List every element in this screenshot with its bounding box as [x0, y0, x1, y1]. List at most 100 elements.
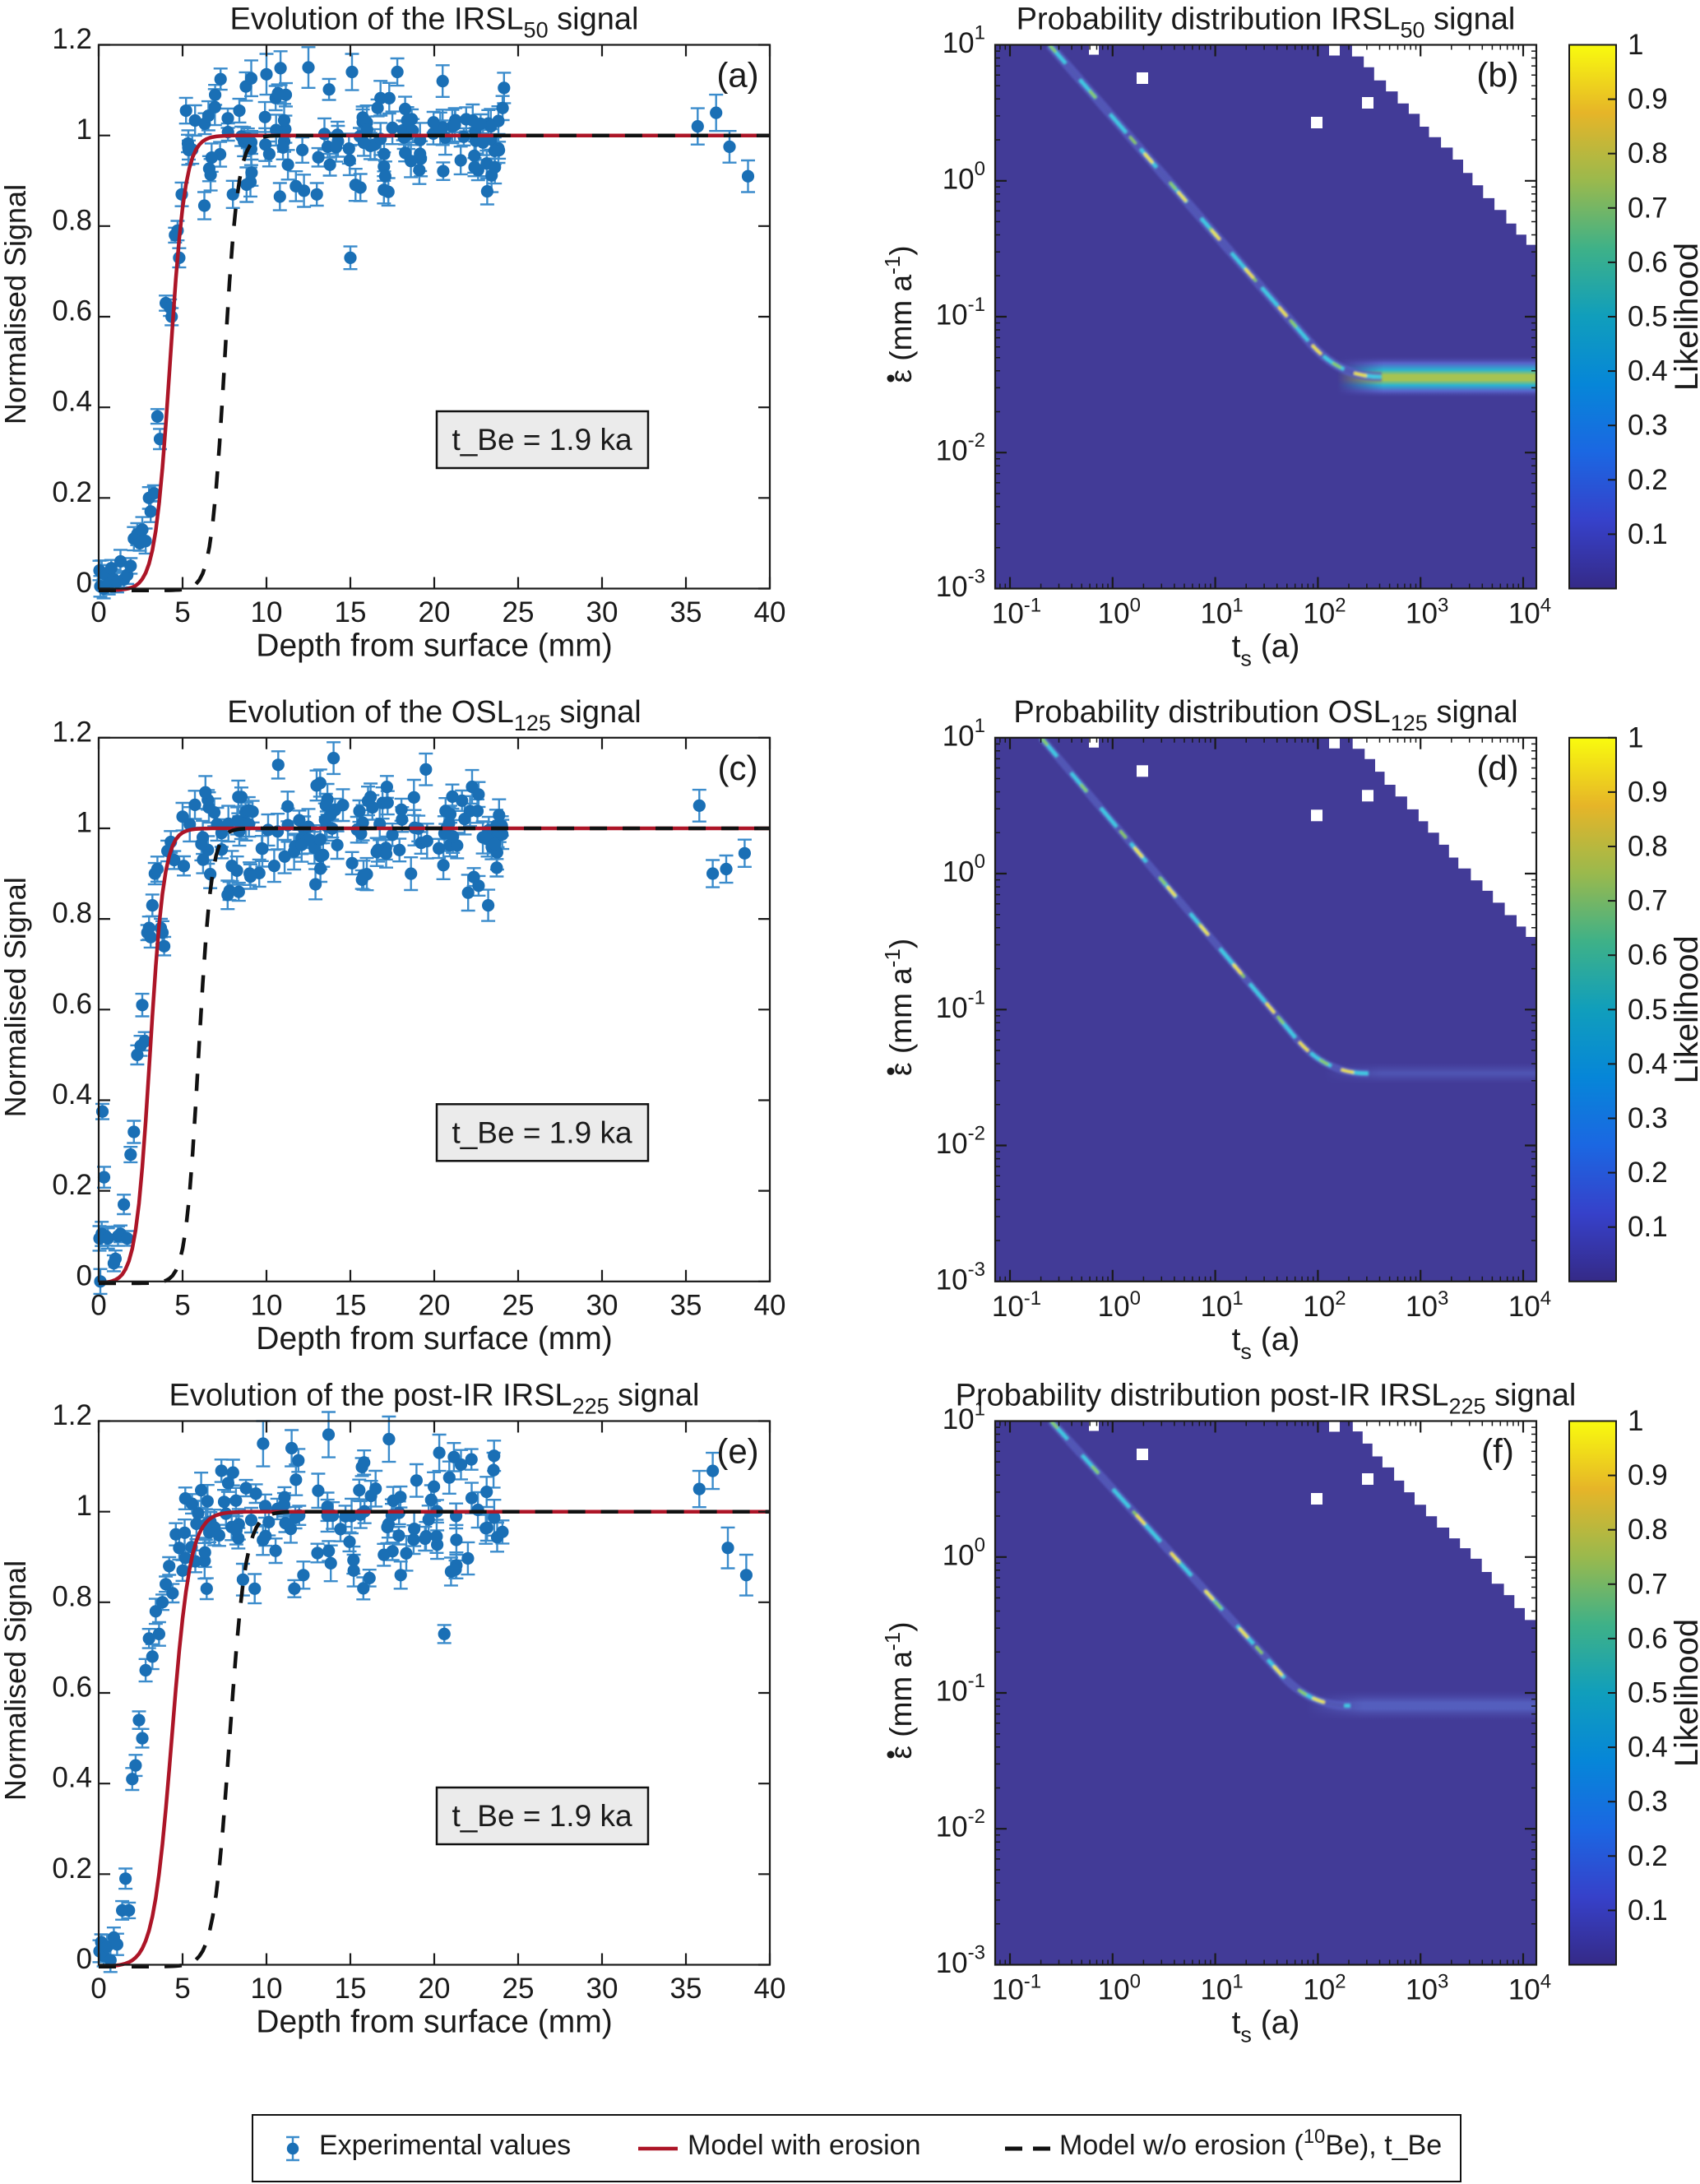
svg-text:Normalised Signal: Normalised Signal [0, 1560, 32, 1801]
svg-text:(b): (b) [1476, 56, 1518, 95]
svg-text:(c): (c) [718, 749, 758, 787]
svg-text:0.8: 0.8 [52, 204, 92, 236]
svg-text:0.2: 0.2 [52, 1852, 92, 1885]
svg-text:0.2: 0.2 [1628, 1840, 1668, 1872]
svg-text:0.8: 0.8 [52, 897, 92, 930]
svg-text:0.2: 0.2 [1628, 1157, 1668, 1189]
svg-text:0.4: 0.4 [52, 386, 92, 418]
svg-text:0.2: 0.2 [52, 476, 92, 508]
svg-text:Model with erosion: Model with erosion [688, 2130, 920, 2161]
svg-text:20: 20 [419, 1973, 451, 2005]
svg-text:0: 0 [90, 1289, 106, 1321]
svg-text:t_Be = 1.9 ka: t_Be = 1.9 ka [452, 423, 632, 457]
svg-text:0.4: 0.4 [52, 1762, 92, 1794]
svg-text:0.3: 0.3 [1628, 1786, 1668, 1818]
svg-text:Model w/o erosion (10Be), t_Be: Model w/o erosion (10Be), t_Be [1059, 2126, 1442, 2162]
svg-text:1: 1 [1628, 1405, 1643, 1437]
svg-text:10: 10 [251, 1289, 283, 1321]
svg-text:5: 5 [174, 1973, 190, 2005]
svg-text:0.8: 0.8 [1628, 831, 1668, 863]
svg-text:20: 20 [419, 1289, 451, 1321]
svg-text:Evolution of the OSL125 signal: Evolution of the OSL125 signal [227, 695, 641, 735]
svg-text:(f): (f) [1481, 1432, 1514, 1471]
svg-text:Probability distribution IRSL5: Probability distribution IRSL50 signal [1017, 2, 1516, 43]
svg-text:0.7: 0.7 [1628, 885, 1668, 917]
svg-text:1.2: 1.2 [52, 23, 92, 55]
svg-text:ε (mm a-1): ε (mm a-1) [880, 1621, 918, 1759]
svg-text:35: 35 [670, 596, 702, 628]
svg-text:0.5: 0.5 [1628, 994, 1668, 1026]
svg-text:0.5: 0.5 [1628, 1677, 1668, 1709]
svg-text:10: 10 [251, 1973, 283, 2005]
svg-text:t_Be = 1.9 ka: t_Be = 1.9 ka [452, 1115, 632, 1149]
svg-text:Evolution of the IRSL50 signal: Evolution of the IRSL50 signal [230, 2, 639, 43]
svg-text:ts (a): ts (a) [1232, 2005, 1300, 2047]
svg-text:0.8: 0.8 [1628, 1514, 1668, 1546]
svg-text:0.7: 0.7 [1628, 192, 1668, 224]
svg-text:0.3: 0.3 [1628, 410, 1668, 442]
svg-text:0.9: 0.9 [1628, 776, 1668, 808]
svg-text:0.6: 0.6 [52, 988, 92, 1020]
svg-text:1: 1 [1628, 29, 1643, 61]
svg-text:25: 25 [503, 1289, 535, 1321]
svg-text:40: 40 [754, 1973, 786, 2005]
svg-text:Depth from surface (mm): Depth from surface (mm) [256, 2005, 612, 2040]
svg-text:40: 40 [754, 596, 786, 628]
svg-text:0.2: 0.2 [1628, 464, 1668, 496]
svg-text:0: 0 [90, 596, 106, 628]
svg-text:1.2: 1.2 [52, 1399, 92, 1431]
svg-text:Normalised Signal: Normalised Signal [0, 877, 32, 1117]
svg-text:0: 0 [76, 1943, 92, 1975]
svg-text:35: 35 [670, 1973, 702, 2005]
svg-text:Likelihood: Likelihood [1669, 1619, 1700, 1767]
svg-text:15: 15 [335, 1289, 367, 1321]
svg-text:10: 10 [251, 596, 283, 628]
svg-text:40: 40 [754, 1289, 786, 1321]
svg-text:0.8: 0.8 [52, 1580, 92, 1612]
svg-text:30: 30 [586, 1973, 618, 2005]
svg-text:30: 30 [586, 596, 618, 628]
svg-text:0.1: 0.1 [1628, 518, 1668, 550]
svg-text:0.6: 0.6 [1628, 939, 1668, 971]
svg-text:(e): (e) [716, 1432, 758, 1471]
svg-text:(a): (a) [716, 56, 758, 95]
svg-text:25: 25 [503, 596, 535, 628]
svg-text:1.2: 1.2 [52, 716, 92, 748]
svg-text:t_Be = 1.9 ka: t_Be = 1.9 ka [452, 1799, 632, 1833]
svg-text:0: 0 [76, 567, 92, 599]
svg-text:0.4: 0.4 [52, 1078, 92, 1111]
svg-text:5: 5 [174, 1289, 190, 1321]
svg-text:15: 15 [335, 1973, 367, 2005]
svg-text:1: 1 [1628, 721, 1643, 754]
svg-text:Likelihood: Likelihood [1669, 935, 1700, 1083]
svg-text:0.4: 0.4 [1628, 1048, 1668, 1080]
svg-text:Evolution of the post-IR IRSL2: Evolution of the post-IR IRSL225 signal [169, 1379, 700, 1419]
svg-text:0.4: 0.4 [1628, 355, 1668, 387]
svg-text:0.1: 0.1 [1628, 1894, 1668, 1927]
svg-text:0.7: 0.7 [1628, 1568, 1668, 1600]
svg-text:0: 0 [90, 1973, 106, 2005]
svg-text:5: 5 [174, 596, 190, 628]
svg-text:20: 20 [419, 596, 451, 628]
svg-text:10-1: 10-1 [936, 986, 985, 1024]
svg-text:1: 1 [76, 807, 92, 839]
svg-text:25: 25 [503, 1973, 535, 2005]
svg-text:35: 35 [670, 1289, 702, 1321]
svg-text:0.9: 0.9 [1628, 83, 1668, 115]
svg-text:30: 30 [586, 1289, 618, 1321]
svg-text:0.6: 0.6 [1628, 1622, 1668, 1654]
svg-text:0.8: 0.8 [1628, 137, 1668, 169]
svg-text:Likelihood: Likelihood [1669, 243, 1700, 391]
svg-text:Depth from surface (mm): Depth from surface (mm) [256, 1321, 612, 1356]
svg-text:15: 15 [335, 596, 367, 628]
svg-text:0.6: 0.6 [1628, 246, 1668, 278]
svg-text:(d): (d) [1476, 749, 1518, 787]
svg-text:0.5: 0.5 [1628, 301, 1668, 333]
svg-text:1: 1 [76, 1490, 92, 1522]
svg-text:0.3: 0.3 [1628, 1102, 1668, 1134]
svg-text:0.4: 0.4 [1628, 1732, 1668, 1764]
svg-text:0.6: 0.6 [52, 1672, 92, 1704]
svg-text:0.1: 0.1 [1628, 1211, 1668, 1243]
svg-text:Depth from surface (mm): Depth from surface (mm) [256, 628, 612, 664]
svg-text:1: 1 [76, 114, 92, 146]
